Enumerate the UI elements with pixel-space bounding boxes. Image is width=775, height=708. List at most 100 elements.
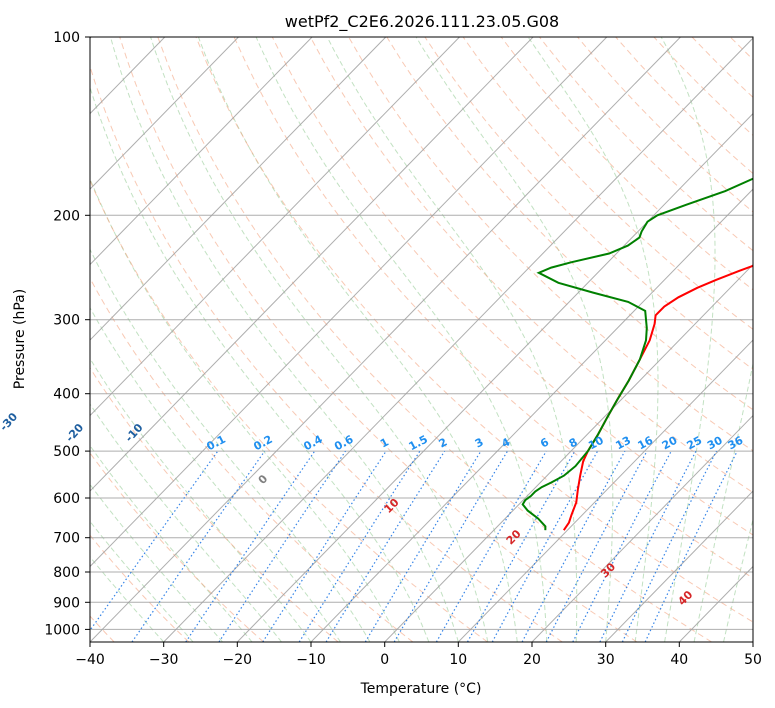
isotherm-line (90, 37, 387, 341)
dry-adiabat-label: -30 (0, 410, 20, 434)
moist-adiabat-line (527, 37, 659, 642)
dry-adiabat-label: -20 (63, 421, 86, 445)
moist-adiabat-label: 20 (504, 527, 524, 547)
mixing-ratio-line (491, 450, 599, 642)
mixing-ratio-line (298, 450, 421, 642)
isotherm-line (457, 339, 753, 642)
dry-adiabat-line (195, 37, 753, 623)
dry-adiabat-line (271, 37, 753, 536)
mixing-ratio-label: 3 (473, 435, 486, 450)
dry-adiabat-line (90, 452, 264, 642)
dry-adiabat-line (348, 37, 753, 452)
sounding-series (521, 177, 753, 531)
background-lines (90, 37, 775, 642)
dry-adiabat-line (157, 37, 712, 642)
x-tick-label: 10 (449, 652, 467, 668)
dry-adiabat-line (768, 37, 775, 642)
isotherm-line (90, 37, 681, 642)
mixing-ratio-label: 30 (705, 434, 725, 453)
y-tick-label: 200 (53, 208, 80, 224)
mixing-ratio-line (325, 450, 446, 642)
dry-adiabat-line (462, 37, 753, 330)
mixing-ratio-label: 2 (437, 435, 450, 450)
mixing-ratio-label: 0.4 (301, 433, 325, 454)
moist-adiabat-line (90, 444, 253, 642)
moist-adiabat-line (90, 306, 341, 642)
dry-adiabat-label: -10 (123, 421, 146, 445)
x-tick-label: −30 (149, 652, 179, 668)
y-tick-label: 400 (53, 387, 80, 403)
mixing-ratio-line (599, 450, 697, 642)
x-tick-label: 0 (380, 652, 389, 668)
isotherm-line (90, 37, 534, 492)
temperature-line (562, 264, 753, 531)
mixing-ratio-line (435, 450, 547, 642)
mixing-ratio-label: 1 (378, 435, 391, 450)
dry-adiabat-line (90, 277, 414, 642)
x-axis: −40 −30 −20 −10 0 10 20 30 40 50 (75, 642, 762, 668)
moist-adiabat-line (90, 403, 282, 642)
dry-adiabat-line (577, 37, 753, 213)
y-tick-label: 300 (53, 313, 80, 329)
dry-adiabat-line (119, 37, 638, 642)
moist-adiabat-line (723, 517, 753, 642)
dry-adiabat-line (309, 37, 753, 494)
moist-adiabat-line (90, 248, 371, 642)
moist-adiabat-line (90, 85, 430, 642)
moist-adiabat-label: 10 (382, 496, 402, 516)
moist-adiabat-label: 40 (675, 588, 695, 608)
moist-adiabat-line (90, 483, 223, 642)
moist-adiabat-line (326, 37, 578, 642)
x-tick-label: 40 (670, 652, 688, 668)
x-tick-label: −40 (75, 652, 105, 668)
moist-adiabat-line (110, 37, 459, 642)
mixing-ratio-label: 16 (636, 434, 656, 453)
y-tick-label: 100 (53, 30, 80, 46)
x-axis-label: Temperature (°C) (360, 681, 482, 697)
mixing-ratio-line (466, 450, 576, 642)
mixing-ratio-label: 20 (660, 434, 680, 453)
dry-adiabat-line (90, 534, 190, 642)
moist-adiabat-line (693, 361, 753, 642)
moist-adiabat-line (197, 37, 518, 642)
y-tick-label: 800 (53, 565, 80, 581)
mixing-ratio-label: 0.2 (251, 433, 274, 454)
mixing-ratio-label: 25 (685, 434, 705, 453)
mixing-ratio-line (393, 450, 509, 642)
isotherm-line (90, 37, 608, 568)
isotherm-line (90, 37, 239, 190)
moist-adiabat-line (90, 357, 312, 642)
isotherm-line (236, 112, 753, 642)
x-tick-label: 30 (597, 652, 615, 668)
isotherm-line (752, 641, 753, 642)
mixing-ratio-label: 6 (538, 435, 551, 450)
x-tick-label: 20 (523, 652, 541, 668)
mixing-ratio-line (545, 450, 648, 642)
y-tick-label: 1000 (44, 622, 80, 638)
mixing-ratio-label: 13 (613, 434, 633, 453)
moist-adiabat-line (90, 520, 194, 642)
dry-adiabat-line (386, 37, 753, 411)
mixing-ratio-line (90, 450, 219, 632)
mixing-ratio-line (621, 450, 718, 642)
isotherm-line (310, 188, 753, 642)
isotherm-line (90, 37, 313, 266)
dry-adiabat-line (691, 37, 753, 98)
moist-adiabat-line (90, 556, 165, 642)
mixing-ratio-line (262, 450, 387, 642)
isotherm-line (90, 37, 460, 417)
mixing-ratio-label: 0.1 (204, 433, 227, 454)
y-tick-label: 700 (53, 531, 80, 547)
dry-adiabat-line (90, 367, 339, 642)
moist-adiabat-line (90, 177, 400, 642)
isotherm-line (384, 263, 753, 642)
moist-adiabat-line (150, 37, 489, 642)
y-axis: 1000 900 800 700 600 500 400 300 200 100 (44, 30, 90, 638)
mixing-ratio-line (131, 450, 266, 642)
dry-adiabat-line (90, 179, 488, 642)
chart-title: wetPf2_C2E6.2026.111.23.05.G08 (285, 12, 559, 32)
line-labels: 0.10.20.40.611.52346810131620253036-100-… (0, 410, 746, 608)
x-tick-label: −20 (223, 652, 253, 668)
mixing-ratio-line (572, 450, 672, 642)
